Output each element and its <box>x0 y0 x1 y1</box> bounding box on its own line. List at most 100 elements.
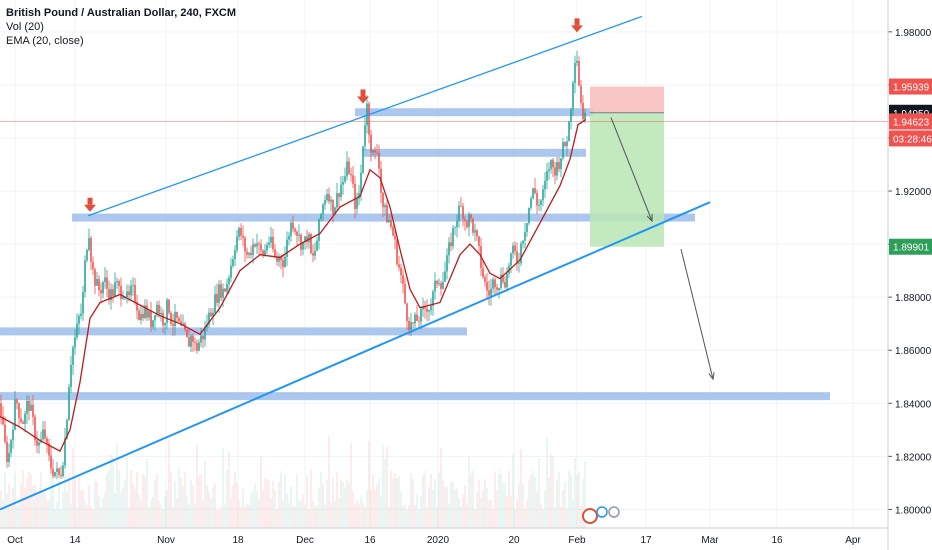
volume-bar <box>492 508 494 528</box>
upper-channel-line[interactable] <box>87 15 643 217</box>
candle-body <box>82 291 84 314</box>
dividend-event-icon[interactable] <box>608 506 620 518</box>
volume-bar <box>176 498 178 528</box>
candle-body <box>194 341 196 343</box>
volume-bar <box>116 443 118 528</box>
projection-arrows[interactable] <box>610 117 715 381</box>
candle-body <box>88 237 90 250</box>
candle-body <box>476 230 478 237</box>
candle-body <box>278 256 280 262</box>
support-resistance-zone[interactable] <box>355 108 593 117</box>
volume-bar <box>306 475 308 528</box>
candle-body <box>526 223 528 232</box>
support-resistance-zone[interactable] <box>0 327 467 336</box>
support-resistance-zone[interactable] <box>72 213 695 222</box>
volume-bar <box>28 471 30 528</box>
candle-body <box>454 227 456 228</box>
candle-body <box>554 167 556 176</box>
candle-body <box>106 277 108 289</box>
candle-body <box>406 303 408 321</box>
volume-bar <box>74 476 76 528</box>
candle-body <box>218 284 220 303</box>
candle-body <box>276 257 278 262</box>
candle-body <box>556 162 558 176</box>
volume-bar <box>436 506 438 528</box>
ema-indicator-label[interactable]: EMA (20, close) <box>6 35 84 47</box>
candle-body <box>254 244 256 247</box>
candle-body <box>362 146 364 173</box>
volume-bar <box>178 468 180 528</box>
volume-bar <box>544 490 546 528</box>
candle-body <box>100 290 102 294</box>
volume-bar <box>482 490 484 528</box>
y-tick-label: 1.80000 <box>895 505 932 516</box>
candle-body <box>262 250 264 256</box>
take-profit-zone[interactable] <box>590 112 664 247</box>
y-tick-label: 1.88000 <box>895 293 932 304</box>
candle-body <box>540 200 542 205</box>
candle-body <box>70 364 72 388</box>
channel-trendlines[interactable] <box>0 15 711 511</box>
volume-bar <box>208 491 210 528</box>
volume-bar <box>344 487 346 528</box>
volume-bars <box>0 436 586 528</box>
volume-bar <box>516 500 518 528</box>
support-resistance-zone[interactable] <box>0 392 830 401</box>
short-position-box[interactable] <box>590 86 664 247</box>
volume-bar <box>18 502 20 528</box>
volume-bar <box>510 495 512 528</box>
volume-bar <box>196 444 198 528</box>
volume-bar <box>418 509 420 528</box>
volume-bar <box>446 487 448 528</box>
volume-bar <box>228 452 230 528</box>
volume-bar <box>308 509 310 528</box>
candle-body <box>246 251 248 255</box>
price-label-tag <box>889 130 932 147</box>
volume-bar <box>90 505 92 528</box>
candle-body <box>176 311 178 318</box>
candle-body <box>126 291 128 297</box>
candle-body <box>292 222 294 229</box>
candle-body <box>456 221 458 228</box>
volume-indicator-label[interactable]: Vol (20) <box>6 21 44 33</box>
candle-body <box>60 474 62 477</box>
candle-body <box>212 312 214 317</box>
volume-bar <box>496 490 498 528</box>
projection-arrow-line[interactable] <box>680 249 714 380</box>
volume-bar <box>110 455 112 528</box>
candle-body <box>156 304 158 316</box>
candle-body <box>134 284 136 303</box>
candle-body <box>0 403 2 417</box>
candle-body <box>368 103 370 135</box>
candle-body <box>232 259 234 267</box>
candle-body <box>458 205 460 222</box>
event-icons[interactable] <box>582 506 620 524</box>
candle-body <box>332 199 334 215</box>
volume-bar <box>430 473 432 528</box>
event-flag-icon[interactable] <box>582 508 598 524</box>
volume-bar <box>566 508 568 528</box>
volume-bar <box>558 471 560 528</box>
stop-loss-zone[interactable] <box>590 86 664 113</box>
candle-body <box>384 205 386 208</box>
volume-bar <box>260 456 262 528</box>
volume-bar <box>374 490 376 528</box>
symbol-title[interactable]: British Pound / Australian Dollar, 240, … <box>6 7 237 19</box>
volume-bar <box>166 490 168 528</box>
candle-body <box>470 214 472 219</box>
volume-bar <box>112 456 114 528</box>
volume-bar <box>454 489 456 528</box>
lower-channel-line[interactable] <box>0 201 711 511</box>
volume-bar <box>576 476 578 528</box>
volume-bar <box>226 470 228 528</box>
projection-arrow-line[interactable] <box>610 117 653 222</box>
volume-bar <box>282 500 284 528</box>
split-event-icon[interactable] <box>596 506 608 518</box>
support-resistance-zone[interactable] <box>363 148 586 157</box>
volume-bar <box>42 490 44 528</box>
candle-body <box>64 438 66 466</box>
volume-bar <box>14 472 16 528</box>
volume-bar <box>314 505 316 528</box>
volume-bar <box>250 493 252 528</box>
